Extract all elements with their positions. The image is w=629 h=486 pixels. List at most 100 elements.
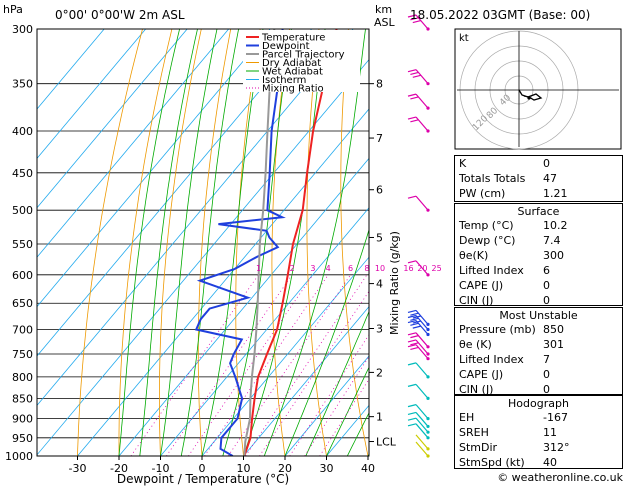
index-row: θe(K) 300 xyxy=(459,249,618,263)
wind-barb xyxy=(415,69,429,85)
wind-barb-dot xyxy=(426,345,430,349)
mixing-ratio-label: 4 xyxy=(326,264,331,273)
temp-tick-label: 40 xyxy=(361,462,375,475)
surface-panel: Surface Temp (°C) 10.2 Dewp (°C) 7.4 θe(K) 30… xyxy=(454,203,623,307)
location-label: 0°00' 0°00'W 2m ASL xyxy=(55,8,185,22)
legend-box xyxy=(243,30,360,92)
index-row: Totals Totals 47 xyxy=(459,172,618,186)
wind-barb-flag xyxy=(410,119,419,123)
index-row: StmDir 312° xyxy=(459,441,618,455)
hodograph-frame xyxy=(454,28,622,150)
wind-barb-dot xyxy=(426,396,430,400)
index-key: Lifted Index xyxy=(459,264,524,277)
index-key: Totals Totals xyxy=(459,172,526,185)
wind-barb xyxy=(415,195,429,211)
wind-barb-dot xyxy=(426,27,430,31)
index-row: θe (K) 301 xyxy=(459,338,618,352)
isotherm-line xyxy=(243,305,369,456)
wet-adiabat-line xyxy=(139,29,198,456)
isotherm-line xyxy=(37,29,271,308)
dry-adiabat-line xyxy=(405,29,451,456)
wind-barb xyxy=(415,417,429,433)
series-line-parcel-trajectory xyxy=(243,29,276,456)
pressure-tick-label: 850 xyxy=(12,392,33,405)
wind-barb-flag xyxy=(407,309,417,313)
wind-barb-flag xyxy=(407,362,417,366)
height-tick-label: 8 xyxy=(376,78,383,91)
index-value: 0 xyxy=(543,157,550,170)
index-row: CIN (J) 0 xyxy=(459,383,618,397)
legend-label: Dry Adiabat xyxy=(262,58,321,69)
wind-barb-flag xyxy=(407,93,417,97)
wind-barb-flag xyxy=(407,339,417,343)
pressure-tick-label: 300 xyxy=(12,23,33,36)
wind-barb-flag xyxy=(412,325,421,329)
pressure-tick-label: 750 xyxy=(12,348,33,361)
wind-barb-flag xyxy=(407,404,417,408)
wind-barb-flag xyxy=(410,96,419,100)
index-key: Lifted Index xyxy=(459,353,524,366)
index-value: 312° xyxy=(543,441,570,454)
index-value: 0 xyxy=(543,383,550,396)
dry-adiabat-line xyxy=(306,29,327,456)
wind-barb-flag xyxy=(410,71,419,76)
wind-barb-flag xyxy=(407,116,417,120)
wind-barb-flag xyxy=(407,260,417,264)
index-value: 6 xyxy=(543,264,550,277)
wind-barb xyxy=(415,260,429,276)
wind-barb-dot xyxy=(426,208,430,212)
height-tick-label: 7 xyxy=(376,132,383,145)
wind-barb xyxy=(415,441,429,457)
height-tick-label: 3 xyxy=(376,322,383,335)
wind-barb-flag xyxy=(412,20,421,24)
index-row: Temp (°C) 10.2 xyxy=(459,219,618,233)
index-key: CIN (J) xyxy=(459,383,494,396)
wind-barb-dot xyxy=(426,352,430,356)
index-key: θe (K) xyxy=(459,338,492,351)
legend-label: Temperature xyxy=(261,33,325,44)
isotherm-line xyxy=(37,58,369,456)
index-value: 0 xyxy=(543,279,550,292)
pressure-tick-label: 900 xyxy=(12,413,33,426)
wind-barb-flag xyxy=(407,314,417,319)
datetime-label: 18.05.2022 03GMT (Base: 00) xyxy=(410,8,590,22)
most-unstable-panel: Most Unstable Pressure (mb) 850 θe (K) 301 L… xyxy=(454,307,623,397)
height-tick-label: 6 xyxy=(376,184,383,197)
dry-adiabat-line xyxy=(271,29,290,456)
wind-barb-flag xyxy=(407,332,417,336)
wind-barb xyxy=(415,434,429,450)
index-row: StmSpd (kt) 40 xyxy=(459,456,618,470)
asl-label: ASL xyxy=(374,16,396,29)
wind-barb xyxy=(415,404,429,420)
temp-tick-label: -30 xyxy=(69,462,87,475)
height-tick-label: 5 xyxy=(376,231,383,244)
index-key: StmDir xyxy=(459,441,498,454)
wind-barb-dot xyxy=(426,424,430,429)
wind-barb-flag xyxy=(407,344,417,348)
pressure-tick-label: 550 xyxy=(12,238,33,251)
mixing-ratio-line xyxy=(130,274,259,456)
index-row: Lifted Index 6 xyxy=(459,264,618,278)
wind-barb-flag xyxy=(410,335,419,339)
y-axis-title: Mixing Ratio (g/kg) xyxy=(388,231,401,335)
wind-barb-flag xyxy=(407,423,417,427)
hodograph-unit: kt xyxy=(459,33,469,44)
legend-label: Isotherm xyxy=(262,75,306,86)
index-value: 1.21 xyxy=(543,187,568,200)
pressure-tick-label: 1000 xyxy=(5,450,33,463)
legend-label: Parcel Trajectory xyxy=(262,50,345,61)
isotherm-line xyxy=(77,108,369,456)
isotherm-line xyxy=(201,256,369,456)
wind-barb-dot xyxy=(426,129,430,133)
index-key: StmSpd (kt) xyxy=(459,456,525,469)
wind-barb xyxy=(415,412,429,427)
mixing-ratio-line xyxy=(259,290,369,456)
legend-label: Wet Adiabat xyxy=(262,67,323,78)
height-tick-label: 2 xyxy=(376,366,383,379)
pressure-tick-label: 350 xyxy=(12,78,33,91)
wind-barb xyxy=(415,383,429,399)
mixing-ratio-label: 16 xyxy=(403,264,413,273)
index-row: PW (cm) 1.21 xyxy=(459,187,618,201)
surface-title: Surface xyxy=(517,205,560,218)
